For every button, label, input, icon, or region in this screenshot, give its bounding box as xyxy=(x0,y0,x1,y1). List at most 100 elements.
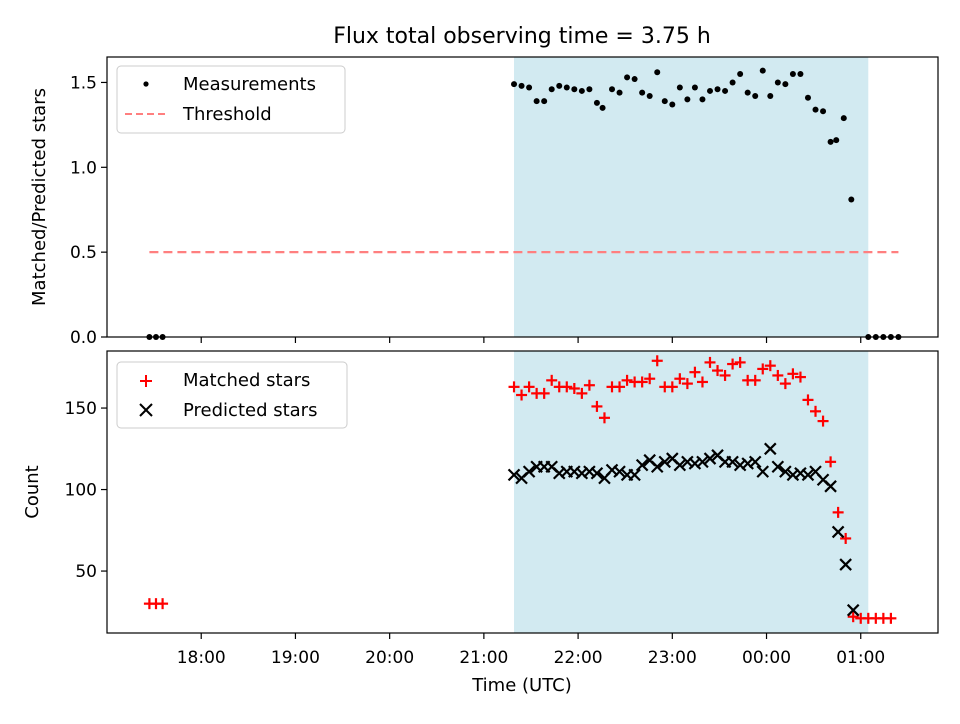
matched-stars-point xyxy=(840,532,852,544)
measurement-point xyxy=(646,93,653,100)
matched-stars-point xyxy=(591,400,603,412)
predicted-stars-point xyxy=(801,468,815,482)
measurement-point xyxy=(563,84,570,91)
measurement-point xyxy=(729,79,736,86)
measurement-point xyxy=(548,86,555,93)
x-tick-label: 20:00 xyxy=(365,648,414,668)
measurement-point xyxy=(699,96,706,103)
top-panel-y-ticks: 0.0 0.5 1.0 1.5 xyxy=(70,73,107,348)
predicted-stars-point xyxy=(771,460,785,474)
matched-stars-point xyxy=(644,373,656,385)
top-panel-frame xyxy=(106,56,939,338)
matched-stars-point xyxy=(614,381,626,393)
matched-stars-point xyxy=(847,611,859,623)
matched-stars-point xyxy=(561,381,573,393)
x-tick-label: 18:00 xyxy=(177,648,226,668)
measurement-point xyxy=(782,81,789,88)
legend-label-threshold: Threshold xyxy=(182,104,272,125)
matched-stars-point xyxy=(810,405,822,417)
top-panel-ylabel: Matched/Predicted stars xyxy=(29,88,50,306)
matched-stars-point xyxy=(157,598,169,610)
measurement-point xyxy=(737,70,744,77)
y-tick-label: 50 xyxy=(75,562,97,582)
measurement-point xyxy=(571,86,578,93)
measurement-point xyxy=(714,86,721,93)
matched-stars-point xyxy=(651,355,663,367)
matched-stars-point xyxy=(727,358,739,370)
measurement-point xyxy=(556,82,563,89)
measurement-point xyxy=(840,115,847,122)
x-axis-label: Time (UTC) xyxy=(471,675,572,696)
x-tick-label: 23:00 xyxy=(648,648,697,668)
y-tick-label: 100 xyxy=(65,481,97,501)
measurement-point xyxy=(797,70,804,77)
measurement-point xyxy=(533,98,540,105)
measurement-point xyxy=(676,84,683,91)
measurement-point xyxy=(639,89,646,96)
legend-marker-measurements xyxy=(143,81,149,87)
predicted-stars-point xyxy=(748,455,762,469)
measurement-point xyxy=(744,89,751,96)
matched-stars-point xyxy=(712,365,724,377)
top-panel-highlight xyxy=(514,57,869,337)
matched-stars-point xyxy=(787,368,799,380)
predicted-stars-point xyxy=(635,458,649,472)
bottom-panel-frame xyxy=(106,350,939,634)
matched-stars-point xyxy=(802,394,814,406)
matched-stars-point xyxy=(516,389,528,401)
measurement-point xyxy=(511,81,518,88)
matched-stars-point xyxy=(817,415,829,427)
measurement-point xyxy=(848,196,855,203)
matched-stars-point xyxy=(779,378,791,390)
measurement-point xyxy=(518,82,525,89)
predicted-stars-point xyxy=(613,465,626,478)
measurement-point xyxy=(827,138,834,145)
bottom-panel-marks xyxy=(143,355,897,624)
predicted-stars-point xyxy=(507,468,521,482)
x-tick-label: 19:00 xyxy=(271,648,320,668)
legend-box xyxy=(116,361,348,429)
measurement-point xyxy=(691,84,698,91)
matched-stars-point xyxy=(825,456,837,468)
measurement-point xyxy=(661,98,668,105)
measurement-point xyxy=(654,69,661,76)
matched-stars-point xyxy=(636,376,648,388)
predicted-stars-point xyxy=(779,465,792,478)
measurement-point xyxy=(669,101,676,108)
measurement-point xyxy=(833,137,840,144)
matched-stars-point xyxy=(674,373,686,385)
measurement-point xyxy=(767,93,774,100)
matched-stars-point xyxy=(757,363,769,375)
matched-stars-point xyxy=(719,369,731,381)
measurement-point xyxy=(541,98,548,105)
y-tick-label: 1.0 xyxy=(70,158,97,178)
matched-stars-point xyxy=(583,379,595,391)
matched-stars-point xyxy=(696,376,708,388)
matched-stars-point xyxy=(734,356,746,368)
matched-stars-point xyxy=(689,366,701,378)
predicted-stars-point xyxy=(726,455,739,469)
legend-label-matched: Matched stars xyxy=(183,370,310,391)
predicted-stars-point xyxy=(658,455,672,469)
bottom-panel-y-ticks: 50 100 150 xyxy=(65,399,107,582)
y-tick-label: 150 xyxy=(65,399,97,419)
measurement-point xyxy=(593,99,600,106)
matched-stars-point xyxy=(598,412,610,424)
measurement-point xyxy=(789,70,796,77)
predicted-stars-point xyxy=(650,460,664,474)
measurement-point xyxy=(684,96,691,103)
top-panel: 0.0 0.5 1.0 1.5 Matched/Predicted stars Mea… xyxy=(29,56,939,348)
predicted-stars-point xyxy=(831,525,845,539)
predicted-stars-point xyxy=(846,603,860,617)
legend-box xyxy=(116,65,346,134)
matched-stars-point xyxy=(772,369,784,381)
measurement-point xyxy=(812,106,819,113)
matched-stars-point xyxy=(576,387,588,399)
measurement-point xyxy=(526,84,533,91)
chart-title: Flux total observing time = 3.75 h xyxy=(333,24,711,49)
bottom-panel-ylabel: Count xyxy=(22,465,43,518)
matched-stars-point xyxy=(704,356,716,368)
y-tick-label: 0.0 xyxy=(70,328,97,348)
matched-stars-point xyxy=(621,374,633,386)
